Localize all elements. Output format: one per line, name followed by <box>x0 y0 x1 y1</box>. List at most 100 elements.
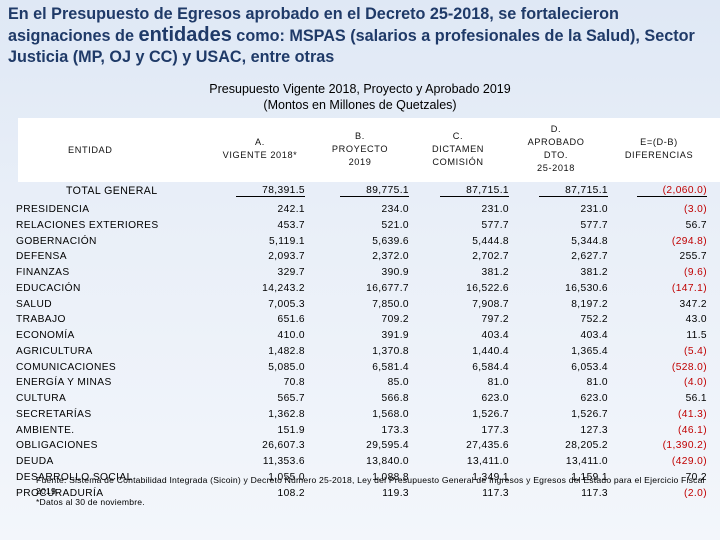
row-diferencia: 56.1 <box>685 393 707 404</box>
row-entity: TRABAJO <box>16 314 66 326</box>
row-dictamen: 5,444.8 <box>472 235 509 247</box>
total-e: (2,060.0) <box>636 185 707 197</box>
row-aprobado: 5,344.8 <box>571 235 608 247</box>
row-aprobado: 403.4 <box>580 330 608 341</box>
row-vigente: 11,353.6 <box>262 456 305 467</box>
row-vigente: 108.2 <box>277 487 305 499</box>
row-dictamen: 1,440.4 <box>472 345 509 357</box>
row-proyecto: 7,850.0 <box>372 298 409 310</box>
table-row: GOBERNACIÓN 5,119.1 5,639.6 5,444.8 5,344.8 (… <box>0 235 720 251</box>
table-row: SECRETARÍAS 1,362.8 1,568.0 1,526.7 1,526.7 (… <box>0 408 720 424</box>
row-aprobado: 1,159.1 <box>571 471 608 483</box>
row-proyecto: 1,088.8 <box>372 471 409 483</box>
table-row: AMBIENTE. 151.9 173.3 177.3 127.3 (46.1) <box>0 424 720 440</box>
row-vigente: 26,607.3 <box>262 440 305 452</box>
col-header-proyecto: B. PROYECTO 2019 <box>331 131 389 167</box>
row-proyecto: 29,595.4 <box>366 440 409 452</box>
row-entity: RELACIONES EXTERIORES <box>16 219 159 231</box>
col-header-entidad: ENTIDAD <box>68 145 113 155</box>
row-aprobado: 16,530.6 <box>565 282 608 294</box>
row-vigente: 565.7 <box>277 393 305 404</box>
row-dictamen: 177.3 <box>481 424 509 436</box>
total-label: TOTAL GENERAL <box>66 185 158 197</box>
total-d: 87,715.1 <box>539 185 608 197</box>
row-vigente: 1,362.8 <box>268 408 305 420</box>
row-diferencia: 347.2 <box>679 298 707 310</box>
col-header-diferencias: E=(D-B) DIFERENCIAS <box>624 137 694 160</box>
table-row: FINANZAS 329.7 390.9 381.2 381.2 (9.6) <box>0 266 720 282</box>
table-row: COMUNICACIONES 5,085.0 6,581.4 6,584.4 6,053… <box>0 361 720 377</box>
table-row: EDUCACIÓN 14,243.2 16,677.7 16,522.6 16,530.… <box>0 282 720 298</box>
table-row: PRESIDENCIA 242.1 234.0 231.0 231.0 (3.0) <box>0 203 720 219</box>
row-entity: DESARROLLO SOCIAL <box>16 471 133 483</box>
row-vigente: 410.0 <box>277 330 305 341</box>
row-dictamen: 231.0 <box>481 204 509 215</box>
row-aprobado: 28,205.2 <box>565 440 608 452</box>
total-row: TOTAL GENERAL 78,391.5 89,775.1 87,715.1… <box>0 184 720 200</box>
table-units: (Montos en Millones de Quetzales) <box>263 98 457 112</box>
row-entity: DEFENSA <box>16 251 67 263</box>
row-entity: PRESIDENCIA <box>16 204 90 215</box>
row-dictamen: 403.4 <box>481 330 509 341</box>
row-entity: EDUCACIÓN <box>16 282 81 294</box>
row-vigente: 2,093.7 <box>268 251 305 263</box>
footnote-date: *Datos al 30 de noviembre. <box>36 497 145 508</box>
row-entity: CULTURA <box>16 393 67 404</box>
row-dictamen: 2,702.7 <box>472 251 509 263</box>
row-diferencia: 43.0 <box>685 314 707 326</box>
row-dictamen: 577.7 <box>481 219 509 231</box>
table-row: ENERGÍA Y MINAS 70.8 85.0 81.0 81.0 (4.0) <box>0 376 720 392</box>
row-diferencia: (294.8) <box>671 235 707 247</box>
row-proyecto: 391.9 <box>381 330 409 341</box>
row-aprobado: 8,197.2 <box>571 298 608 310</box>
row-diferencia: 11.5 <box>686 330 707 341</box>
row-dictamen: 7,908.7 <box>472 298 509 310</box>
row-diferencia: 56.7 <box>685 219 707 231</box>
row-proyecto: 5,639.6 <box>372 235 409 247</box>
col-header-vigente: A. VIGENTE 2018* <box>222 137 298 160</box>
total-a: 78,391.5 <box>236 185 305 197</box>
row-diferencia: (3.0) <box>684 204 707 215</box>
row-entity: OBLIGACIONES <box>16 440 98 452</box>
row-entity: AMBIENTE. <box>16 424 75 436</box>
row-entity: GOBERNACIÓN <box>16 235 97 247</box>
row-dictamen: 117.3 <box>482 487 509 499</box>
table-row: PROCURADURÍA 108.2 119.3 117.3 117.3 (2.0) <box>0 487 720 503</box>
row-proyecto: 16,677.7 <box>366 282 409 294</box>
row-aprobado: 117.3 <box>581 487 608 499</box>
row-dictamen: 6,584.4 <box>472 361 509 373</box>
table-row: SALUD 7,005.3 7,850.0 7,908.7 8,197.2 347.2 <box>0 298 720 314</box>
row-proyecto: 85.0 <box>387 377 409 389</box>
slide-heading: En el Presupuesto de Egresos aprobado en… <box>8 4 716 68</box>
row-dictamen: 27,435.6 <box>466 440 509 452</box>
table-row: ECONOMÍA 410.0 391.9 403.4 403.4 11.5 <box>0 329 720 345</box>
row-dictamen: 381.2 <box>481 267 509 278</box>
row-entity: PROCURADURÍA <box>16 487 104 499</box>
row-aprobado: 381.2 <box>580 267 608 278</box>
table-title: Presupuesto Vigente 2018, Proyecto y Apr… <box>209 82 511 96</box>
heading-part2: como: MSPAS (salarios a profesionales de… <box>8 27 695 66</box>
row-proyecto: 2,372.0 <box>372 251 409 263</box>
row-entity: AGRICULTURA <box>16 345 93 357</box>
row-vigente: 70.8 <box>283 377 305 389</box>
row-proyecto: 521.0 <box>381 219 409 231</box>
row-dictamen: 623.0 <box>481 393 509 404</box>
row-aprobado: 81.0 <box>586 377 608 389</box>
table-row: OBLIGACIONES 26,607.3 29,595.4 27,435.6 28,2… <box>0 439 720 455</box>
row-diferencia: (9.6) <box>684 267 707 278</box>
row-dictamen: 16,522.6 <box>466 282 509 294</box>
row-aprobado: 1,365.4 <box>571 345 608 357</box>
row-entity: FINANZAS <box>16 267 70 278</box>
table-row: DEFENSA 2,093.7 2,372.0 2,702.7 2,627.7 255.7 <box>0 250 720 266</box>
row-diferencia: (41.3) <box>677 408 707 420</box>
table-body: PRESIDENCIA 242.1 234.0 231.0 231.0 (3.0) RELA… <box>0 203 720 502</box>
row-proyecto: 566.8 <box>381 393 409 404</box>
row-vigente: 329.7 <box>277 267 305 278</box>
row-vigente: 151.9 <box>277 424 305 436</box>
col-header-dictamen: C. DICTAMEN COMISIÓN <box>431 131 485 167</box>
row-vigente: 5,085.0 <box>268 361 305 373</box>
row-proyecto: 13,840.0 <box>366 456 409 467</box>
row-aprobado: 231.0 <box>580 204 608 215</box>
table-row: AGRICULTURA 1,482.8 1,370.8 1,440.4 1,365.4 (… <box>0 345 720 361</box>
row-aprobado: 6,053.4 <box>571 361 608 373</box>
